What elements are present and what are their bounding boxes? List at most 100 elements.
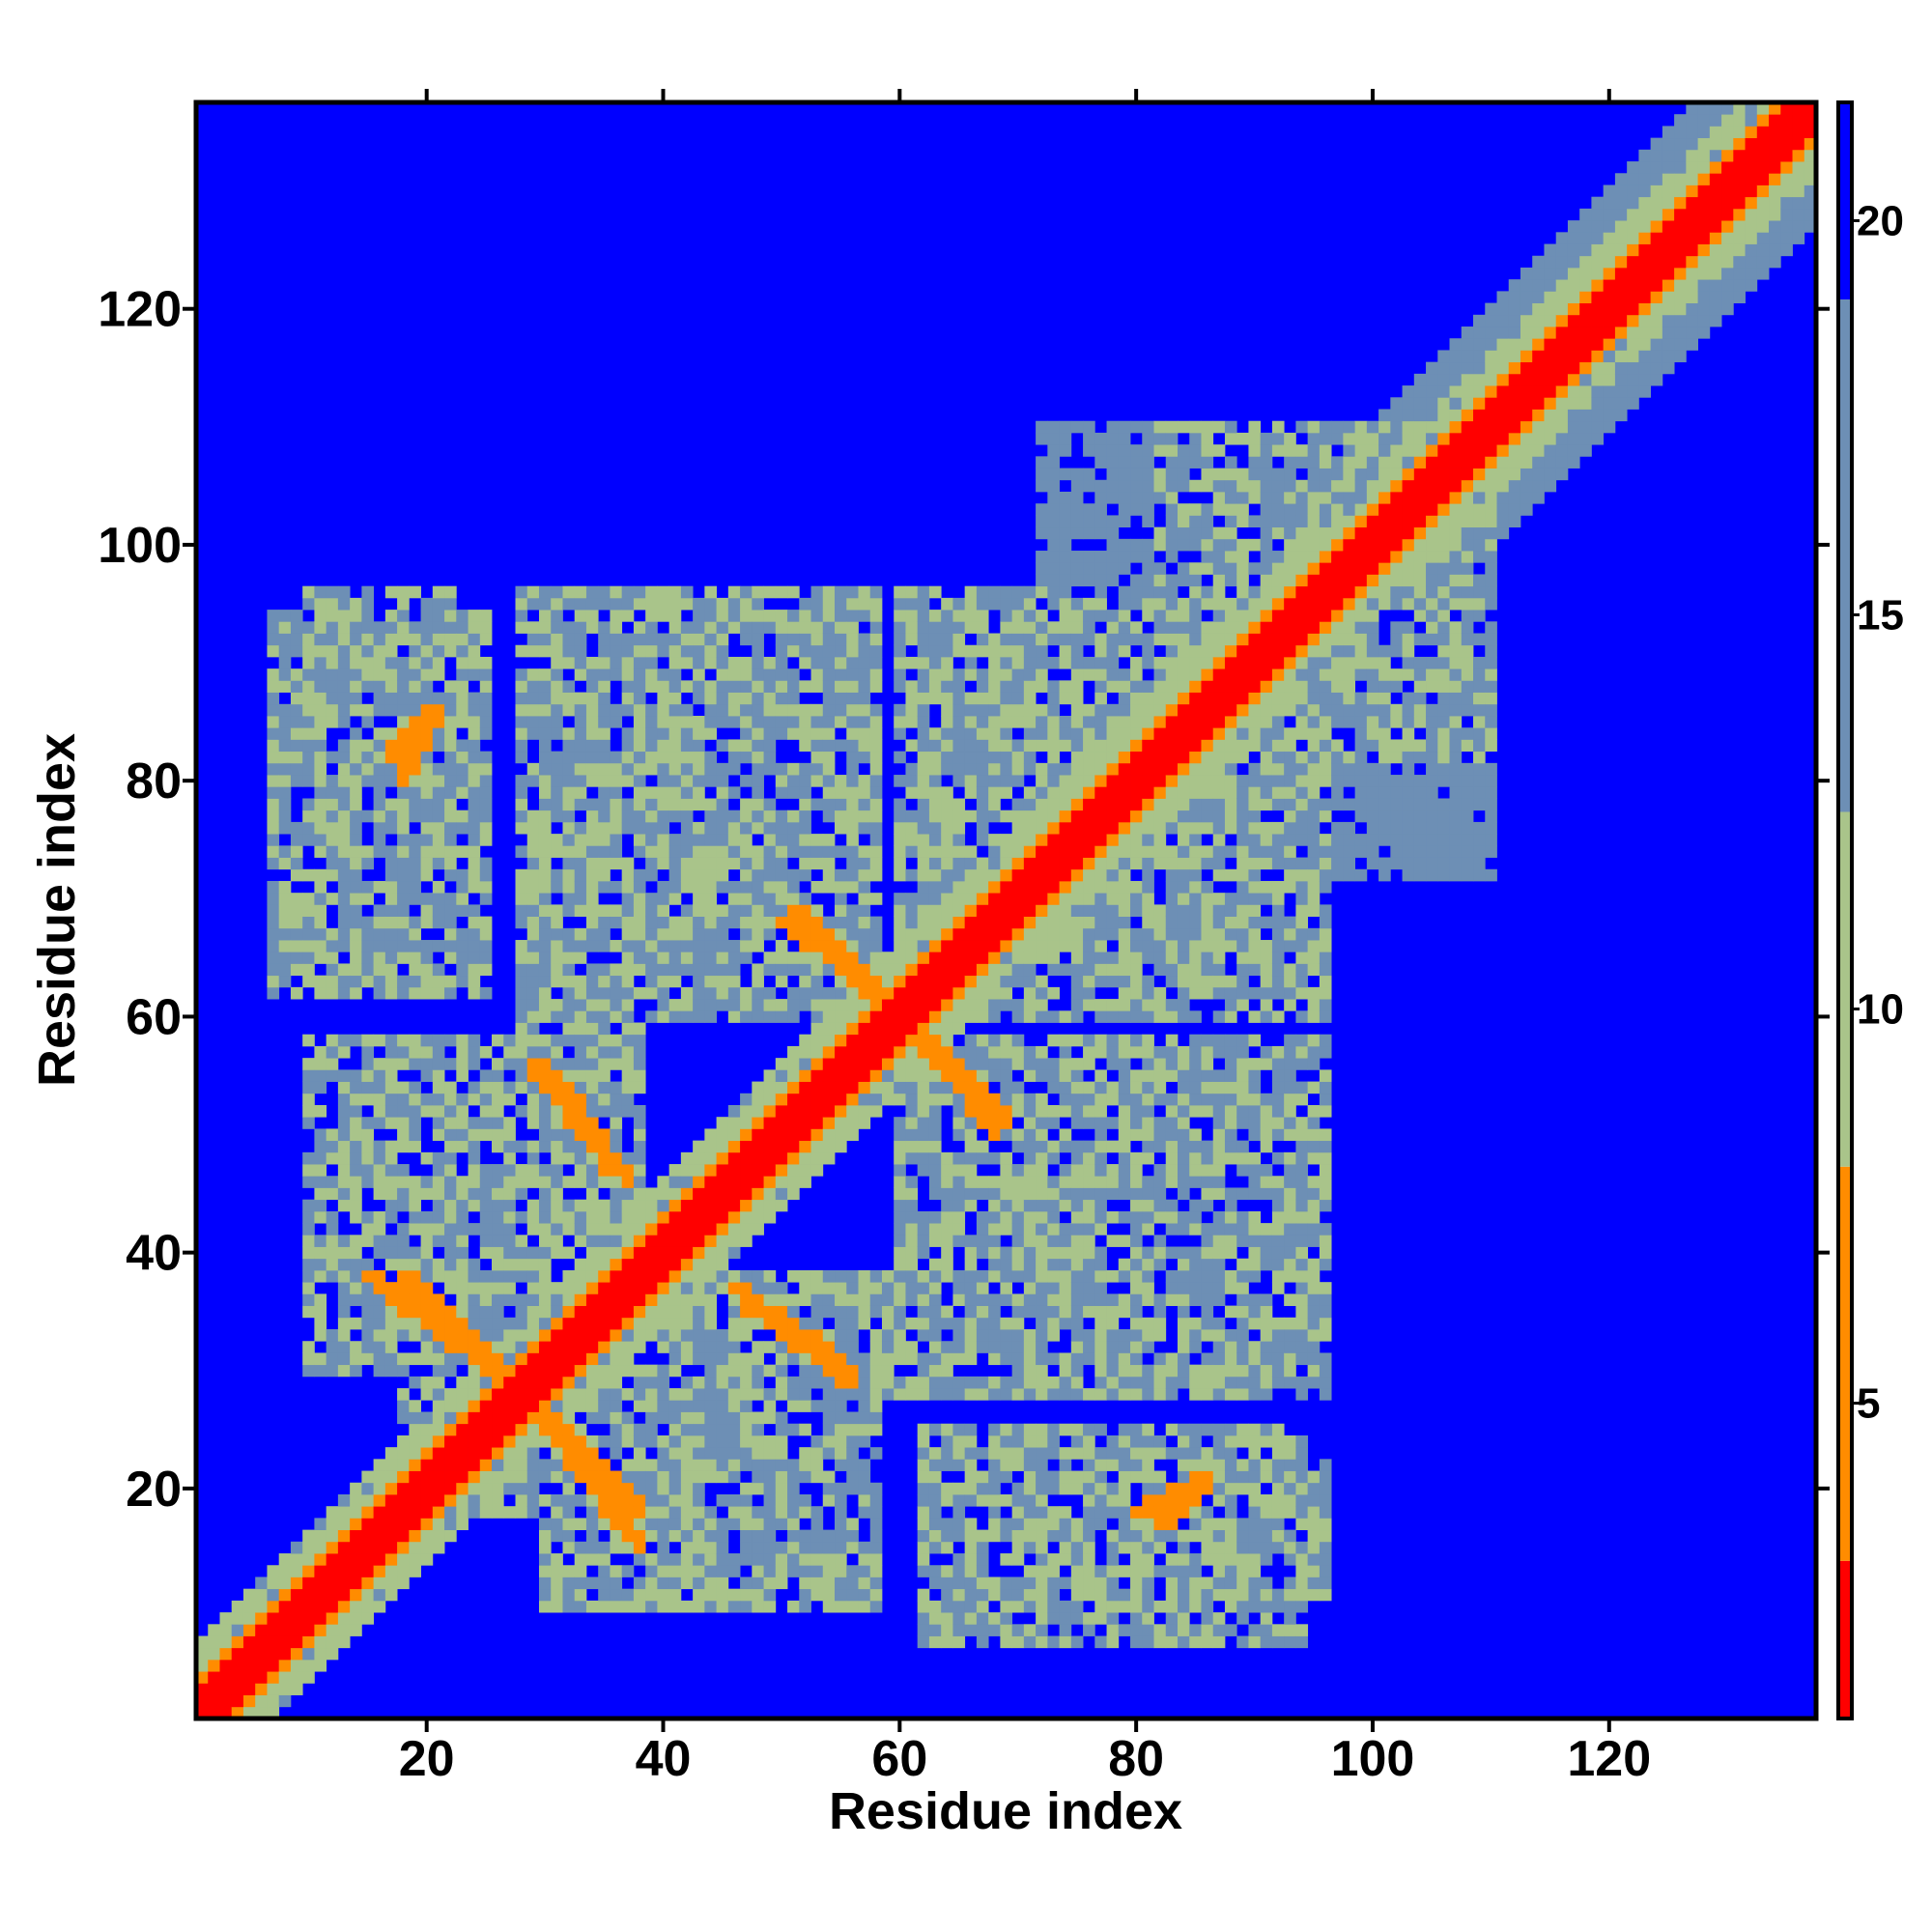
heatmap-cell	[645, 751, 658, 764]
heatmap-cell	[361, 1117, 375, 1129]
heatmap-cell	[1023, 893, 1037, 905]
heatmap-cell	[621, 986, 635, 1000]
heatmap-cell	[752, 1600, 764, 1613]
heatmap-cell	[869, 821, 883, 835]
heatmap-cell	[1059, 1104, 1072, 1118]
heatmap-cell	[503, 1329, 516, 1342]
heatmap-cell	[420, 1151, 434, 1165]
heatmap-cell	[290, 739, 303, 753]
heatmap-cell	[314, 762, 327, 776]
heatmap-cell	[242, 1659, 256, 1672]
heatmap-cell	[456, 963, 469, 977]
heatmap-cell	[917, 1329, 930, 1342]
heatmap-cell	[787, 821, 800, 835]
heatmap-cell	[633, 1210, 646, 1224]
heatmap-cell	[988, 1187, 1001, 1201]
heatmap-cell	[420, 680, 434, 693]
heatmap-cell	[952, 999, 966, 1011]
heatmap-cell	[752, 1140, 764, 1153]
heatmap-cell	[373, 668, 386, 681]
heatmap-cell	[610, 751, 623, 764]
heatmap-cell	[846, 1577, 859, 1590]
heatmap-cell	[645, 952, 658, 964]
heatmap-cell	[1023, 680, 1037, 693]
heatmap-cell	[350, 868, 362, 882]
heatmap-cell	[492, 1317, 504, 1330]
heatmap-cell	[799, 810, 811, 823]
heatmap-cell	[598, 1470, 611, 1484]
heatmap-cell	[420, 692, 434, 705]
heatmap-cell	[704, 1341, 717, 1353]
heatmap-cell	[952, 1447, 966, 1460]
heatmap-cell	[196, 1671, 209, 1684]
heatmap-cell	[515, 1269, 528, 1283]
heatmap-cell	[384, 963, 398, 977]
heatmap-cell	[752, 1541, 764, 1554]
heatmap-cell	[894, 834, 906, 846]
heatmap-cell	[787, 952, 800, 964]
heatmap-cell	[905, 716, 919, 728]
heatmap-cell	[1047, 1199, 1060, 1212]
heatmap-cell	[1070, 1317, 1084, 1330]
heatmap-cell	[302, 1600, 315, 1613]
heatmap-cell	[397, 1364, 410, 1378]
heatmap-cell	[384, 727, 398, 740]
heatmap-cell	[302, 762, 315, 776]
heatmap-cell	[551, 904, 563, 917]
heatmap-cell	[585, 893, 599, 905]
heatmap-cell	[610, 1034, 623, 1047]
heatmap-cell	[409, 963, 421, 977]
heatmap-cell	[1094, 963, 1107, 977]
heatmap-cell	[1023, 1518, 1037, 1531]
heatmap-cell	[574, 1600, 587, 1613]
heatmap-cell	[846, 1010, 859, 1023]
heatmap-cell	[444, 857, 457, 870]
heatmap-cell	[704, 597, 717, 611]
heatmap-cell	[432, 727, 445, 740]
heatmap-cell	[799, 597, 811, 611]
heatmap-cell	[657, 1269, 670, 1283]
heatmap-cell	[444, 1400, 457, 1412]
heatmap-cell	[716, 703, 729, 717]
heatmap-cell	[752, 1010, 764, 1023]
heatmap-cell	[515, 1140, 528, 1153]
heatmap-cell	[503, 1411, 516, 1425]
heatmap-cell	[1083, 1187, 1095, 1201]
heatmap-cell	[668, 1010, 682, 1023]
heatmap-cell	[894, 610, 906, 622]
heatmap-cell	[503, 1210, 516, 1224]
heatmap-cell	[964, 1459, 978, 1471]
heatmap-cell	[976, 1341, 989, 1353]
heatmap-cell	[835, 1553, 847, 1566]
heatmap-cell	[799, 893, 811, 905]
heatmap-cell	[1023, 585, 1037, 599]
heatmap-cell	[326, 857, 339, 870]
heatmap-cell	[337, 1151, 351, 1165]
heatmap-cell	[858, 798, 871, 811]
heatmap-cell	[1023, 821, 1037, 835]
heatmap-cell	[598, 1140, 611, 1153]
heatmap-cell	[1083, 739, 1095, 753]
heatmap-cell	[869, 1388, 883, 1401]
heatmap-cell	[917, 1635, 930, 1649]
heatmap-cell	[1047, 1187, 1060, 1201]
heatmap-cell	[384, 1493, 398, 1507]
heatmap-cell	[727, 1470, 741, 1484]
heatmap-cell	[846, 775, 859, 787]
heatmap-cell	[468, 1411, 481, 1425]
heatmap-cell	[633, 834, 646, 846]
heatmap-cell	[1094, 1352, 1107, 1366]
heatmap-cell	[727, 1411, 741, 1425]
heatmap-cell	[976, 1045, 989, 1059]
heatmap-cell	[208, 1683, 220, 1695]
heatmap-cell	[515, 963, 528, 977]
heatmap-cell	[1000, 1635, 1013, 1649]
heatmap-cell	[716, 798, 729, 811]
heatmap-cell	[976, 999, 989, 1011]
heatmap-cell	[740, 916, 753, 929]
heatmap-cell	[752, 1364, 764, 1378]
heatmap-cell	[444, 940, 457, 952]
heatmap-cell	[1000, 893, 1013, 905]
heatmap-cell	[928, 1305, 942, 1319]
heatmap-cell	[468, 1388, 481, 1401]
